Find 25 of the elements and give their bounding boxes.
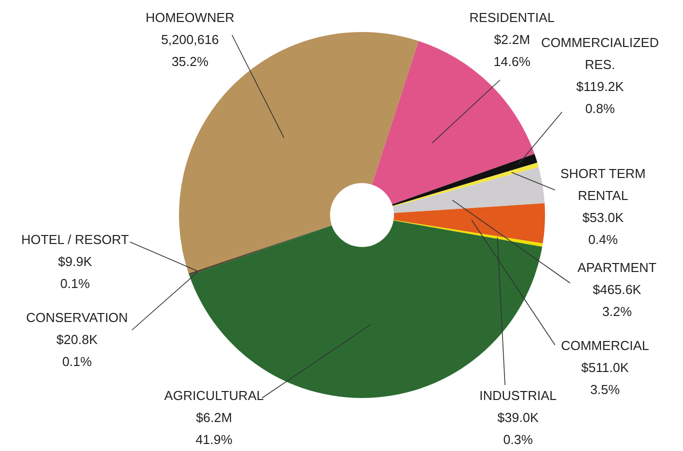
donut-slice xyxy=(392,167,545,213)
data-label: $511.0K 3.5% xyxy=(581,360,630,397)
data-label: $465.6K 3.2% xyxy=(592,282,642,319)
slice-label: COMMERCIAL xyxy=(560,338,650,353)
data-label: $6.2M 41.9% xyxy=(196,410,233,447)
slice-label: INDUSTRIAL xyxy=(479,388,557,403)
donut-slice xyxy=(394,220,543,247)
donut-slice xyxy=(394,203,545,244)
slice-label: SHORT TERM RENTAL xyxy=(560,166,646,203)
data-label: $119.2K 0.8% xyxy=(576,79,624,116)
slice-label: HOTEL / RESORT xyxy=(21,232,129,247)
donut-slice xyxy=(392,154,538,206)
slice-label: RESIDENTIAL xyxy=(469,10,555,25)
data-label: $2.2M 14.6% xyxy=(494,32,531,69)
donut-slice xyxy=(392,162,539,207)
slice-label: APARTMENT xyxy=(578,260,657,275)
slice-label: HOMEOWNER xyxy=(146,10,234,25)
data-label: $9.9K 0.1% xyxy=(58,254,92,291)
data-label: $20.8K 0.1% xyxy=(56,332,98,369)
data-label: $39.0K 0.3% xyxy=(497,410,539,447)
slice-label: COMMERCIALIZED RES. xyxy=(541,35,659,72)
data-label: 5,200,616 35.2% xyxy=(161,32,219,69)
data-label: $53.0K 0.4% xyxy=(582,210,624,247)
slice-label: AGRICULTURAL xyxy=(164,388,264,403)
slice-label: CONSERVATION xyxy=(26,310,128,325)
